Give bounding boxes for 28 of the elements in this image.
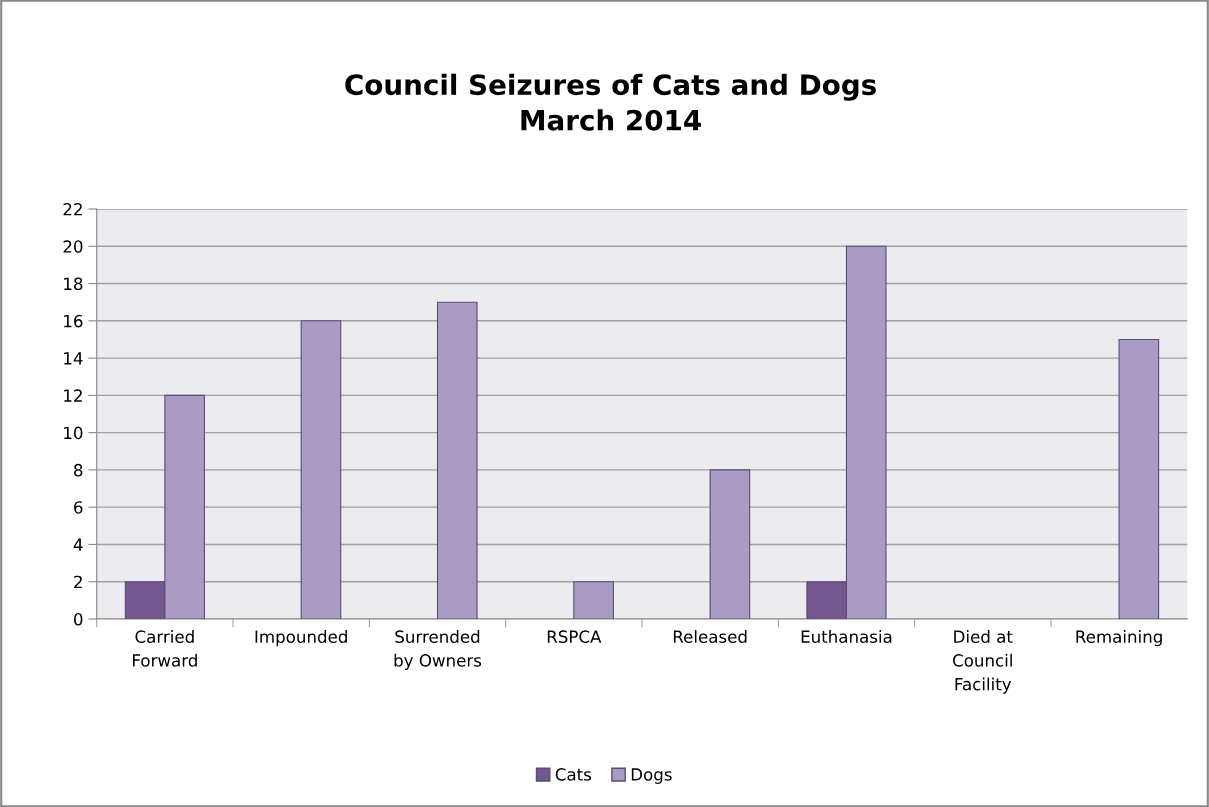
chart-title: Council Seizures of Cats and Dogs March 2014	[345, 73, 876, 131]
bar	[436, 301, 478, 619]
y-tick-label: 16	[64, 314, 83, 328]
legend-label: Cats	[555, 768, 592, 781]
y-tick-label: 4	[73, 538, 83, 551]
y-tick-label: 14	[64, 352, 83, 365]
x-tick-label: Remaining	[1076, 630, 1162, 647]
bar	[573, 581, 614, 619]
x-tick-label: Died at Council Facility	[953, 630, 1013, 694]
y-tick-label: 22	[63, 202, 82, 216]
y-tick-label: 8	[74, 463, 83, 477]
bar	[300, 320, 342, 619]
y-tick-label: 0	[74, 612, 83, 626]
y-tick-label: 10	[64, 426, 83, 440]
y-tick-label: 20	[63, 240, 83, 253]
x-tick-label: Released	[673, 630, 747, 643]
y-tick-label: 18	[64, 277, 83, 291]
x-tick-label: Euthanasia	[801, 630, 892, 643]
bar	[709, 469, 751, 619]
x-tick-label: Impounded	[255, 630, 347, 647]
y-tick-label: 6	[74, 501, 83, 514]
x-tick-label: Carried Forward	[133, 630, 197, 667]
y-tick-label: 12	[64, 389, 82, 402]
x-tick-label: Surrended by Owners	[394, 630, 482, 670]
x-tick-label: RSPCA	[547, 630, 602, 643]
y-tick-label: 2	[74, 575, 82, 589]
bar	[1118, 338, 1160, 619]
legend-label: Dogs	[631, 768, 672, 784]
